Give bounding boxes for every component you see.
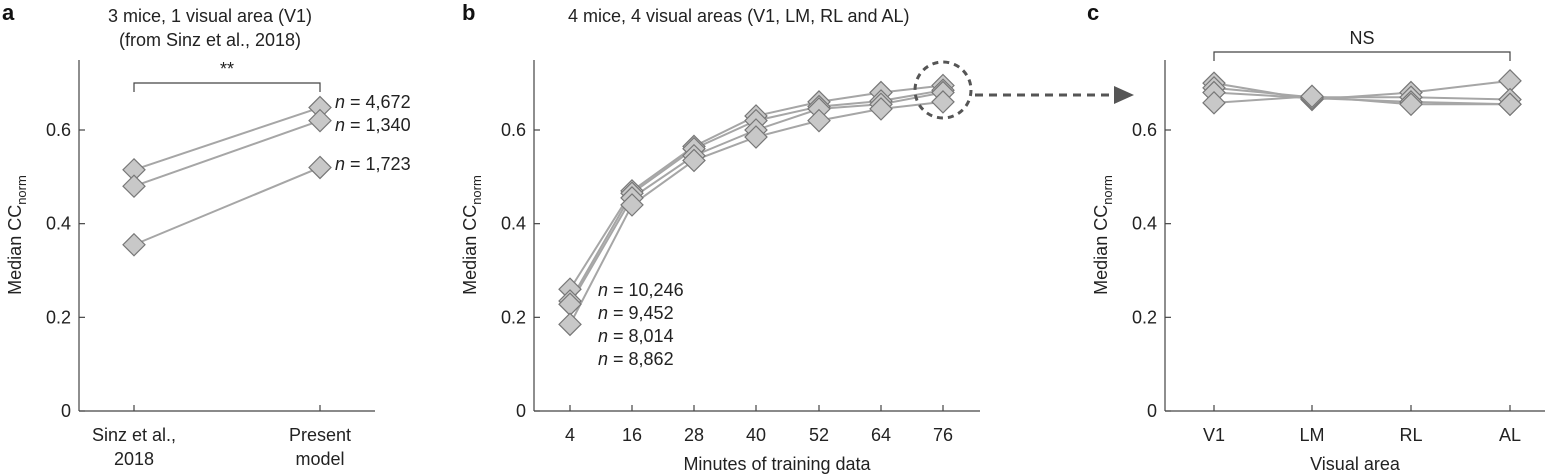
y-tick-label: 0 [61,401,71,421]
y-tick-label: 0.2 [46,307,71,327]
x-axis-label: Minutes of training data [683,454,871,474]
series [133,119,321,188]
x-tick-label: V1 [1203,425,1225,445]
series-line [133,166,321,246]
series-line [1213,95,1510,106]
arrow-head-icon [1114,86,1134,104]
n-label: n = 8,014 [598,326,674,346]
series [133,166,321,246]
significance-label: NS [1349,28,1374,48]
n-label: n = 10,246 [598,280,684,300]
x-tick-label: Sinz et al., [92,425,176,445]
x-tick-label: 4 [565,425,575,445]
data-point-marker [1498,92,1522,117]
y-tick-label: 0.6 [501,120,526,140]
y-axis-label: Median CCnorm [460,175,484,295]
y-tick-label: 0.6 [46,120,71,140]
data-point-marker [308,108,332,133]
x-tick-label: Present [289,425,351,445]
x-tick-label: 2018 [114,449,154,469]
data-point-marker [869,97,893,121]
data-point-marker [308,155,332,180]
x-tick-label: 64 [871,425,891,445]
x-axis-label: Visual area [1310,454,1401,474]
x-tick-label: 28 [684,425,704,445]
y-tick-label: 0 [1147,401,1157,421]
data-point-marker [682,148,706,173]
n-label: n = 9,452 [598,303,674,323]
x-tick-label: AL [1499,425,1521,445]
chart-title: 4 mice, 4 visual areas (V1, LM, RL and A… [568,6,910,26]
data-point-marker [122,232,146,257]
panel-c: c 0 0.2 0.4 0.6 Median CCnorm V1 LM RL AL Visual a… [1087,0,1545,474]
y-tick-label: 0.4 [1132,214,1157,234]
series-line [1213,79,1511,101]
n-label: n = 4,672 [335,92,411,112]
data-point-marker [122,174,146,199]
x-tick-label: 52 [809,425,829,445]
n-label: n = 8,862 [598,349,674,369]
x-tick-label: 16 [622,425,642,445]
panel-b: b 4 mice, 4 visual areas (V1, LM, RL and … [460,0,1134,474]
chart-title: 3 mice, 1 visual area (V1) [108,6,312,26]
data-point-marker [558,292,582,317]
series [133,106,321,171]
y-tick-label: 0.4 [501,214,526,234]
data-point-marker [620,193,644,217]
significance-bracket [1213,51,1511,61]
n-label: n = 1,723 [335,154,411,174]
series [1213,95,1510,106]
y-tick-label: 0.4 [46,214,71,234]
data-point-marker [558,312,582,337]
series-line [133,106,321,171]
series-line [133,119,321,188]
panel-label: a [2,0,15,25]
data-point-marker [1300,84,1324,109]
data-point-marker [744,125,768,149]
x-tick-label: model [295,449,344,469]
highlight-circle [913,60,973,120]
y-tick-label: 0.2 [1132,307,1157,327]
data-point-marker [931,90,955,114]
x-tick-label: LM [1299,425,1324,445]
panel-a: a 3 mice, 1 visual area (V1) (from Sinz et… [2,0,411,469]
chart-title: (from Sinz et al., 2018) [119,30,301,50]
data-point-marker [807,108,831,133]
significance-bracket [133,82,321,92]
panel-label: c [1087,0,1099,25]
y-tick-label: 0.6 [1132,120,1157,140]
x-tick-label: RL [1399,425,1422,445]
series [1213,79,1511,101]
n-label: n = 1,340 [335,115,411,135]
y-axis-label: Median CCnorm [5,175,29,295]
x-tick-label: 76 [933,425,953,445]
significance-label: ** [220,59,234,79]
series-line [1213,86,1511,101]
y-axis-label: Median CCnorm [1091,175,1115,295]
data-point-marker [1399,92,1423,117]
y-tick-label: 0 [516,401,526,421]
x-tick-label: 40 [746,425,766,445]
series [1213,86,1511,101]
data-point-marker [1202,90,1226,115]
panel-label: b [462,0,475,25]
y-tick-label: 0.2 [501,307,526,327]
